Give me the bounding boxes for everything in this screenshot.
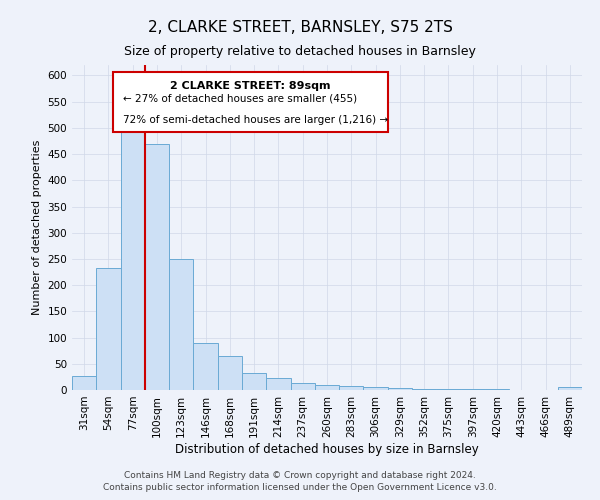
Text: Size of property relative to detached houses in Barnsley: Size of property relative to detached ho… (124, 45, 476, 58)
Text: ← 27% of detached houses are smaller (455): ← 27% of detached houses are smaller (45… (123, 94, 357, 104)
Bar (364, 388, 388, 390)
Bar (145, 144, 169, 390)
Bar (72, 376, 96, 390)
Text: 2 CLARKE STREET: 89sqm: 2 CLARKE STREET: 89sqm (170, 81, 331, 91)
Bar (121, 132, 145, 390)
FancyBboxPatch shape (113, 72, 388, 132)
Text: Contains HM Land Registry data © Crown copyright and database right 2024.: Contains HM Land Registry data © Crown c… (124, 471, 476, 480)
Y-axis label: Number of detached properties: Number of detached properties (32, 140, 42, 315)
Bar (315, 385, 339, 390)
Bar (266, 378, 290, 390)
Bar (558, 388, 582, 390)
Bar (388, 388, 412, 390)
Text: Contains public sector information licensed under the Open Government Licence v3: Contains public sector information licen… (103, 484, 497, 492)
Bar (412, 389, 436, 390)
X-axis label: Distribution of detached houses by size in Barnsley: Distribution of detached houses by size … (175, 442, 479, 456)
Bar (96, 268, 121, 390)
Bar (242, 373, 266, 390)
Bar (290, 382, 315, 390)
Text: 2, CLARKE STREET, BARNSLEY, S75 2TS: 2, CLARKE STREET, BARNSLEY, S75 2TS (148, 20, 452, 35)
Bar (339, 386, 364, 390)
Bar (193, 343, 218, 390)
Text: 72% of semi-detached houses are larger (1,216) →: 72% of semi-detached houses are larger (… (123, 114, 388, 124)
Bar (218, 356, 242, 390)
Bar (169, 259, 193, 390)
